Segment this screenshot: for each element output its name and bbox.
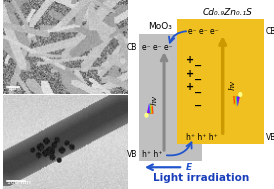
Text: hv: hv xyxy=(228,80,236,90)
Text: +: + xyxy=(186,82,195,92)
Text: −: − xyxy=(194,88,202,98)
Text: e⁻ e⁻ e⁻: e⁻ e⁻ e⁻ xyxy=(142,43,173,52)
Polygon shape xyxy=(147,103,151,113)
Text: E: E xyxy=(186,163,192,172)
Text: 100 nm: 100 nm xyxy=(7,180,31,185)
Text: CB: CB xyxy=(127,43,137,52)
Bar xyxy=(177,19,264,144)
Polygon shape xyxy=(237,97,240,107)
Circle shape xyxy=(239,93,242,96)
Text: +: + xyxy=(186,56,195,65)
Text: Cd₀.₉Zn₀.₁S: Cd₀.₉Zn₀.₁S xyxy=(202,8,252,17)
Text: 1μm: 1μm xyxy=(7,86,21,91)
Polygon shape xyxy=(148,105,153,114)
Text: hv: hv xyxy=(150,95,159,105)
Text: CB: CB xyxy=(266,27,274,36)
Circle shape xyxy=(145,113,148,117)
Text: e⁻ e⁻ e⁻: e⁻ e⁻ e⁻ xyxy=(187,27,218,36)
Text: VB: VB xyxy=(127,150,137,160)
Polygon shape xyxy=(233,96,239,104)
Text: VB: VB xyxy=(266,133,274,143)
Text: Light irradiation: Light irradiation xyxy=(153,173,249,183)
Polygon shape xyxy=(147,104,152,113)
Polygon shape xyxy=(234,96,239,105)
Text: −: − xyxy=(194,61,202,71)
Polygon shape xyxy=(235,96,239,106)
Bar xyxy=(139,34,202,161)
Text: +: + xyxy=(186,69,195,79)
Polygon shape xyxy=(147,105,153,114)
Polygon shape xyxy=(147,103,150,113)
Text: −: − xyxy=(194,101,202,111)
Text: −: − xyxy=(194,74,202,84)
Text: h⁺ h⁺ h⁺: h⁺ h⁺ h⁺ xyxy=(186,133,218,143)
Polygon shape xyxy=(147,104,152,113)
Polygon shape xyxy=(236,97,240,107)
Text: h⁺ h⁺: h⁺ h⁺ xyxy=(142,150,162,160)
Text: MoO₃: MoO₃ xyxy=(148,22,172,31)
Polygon shape xyxy=(235,96,239,106)
